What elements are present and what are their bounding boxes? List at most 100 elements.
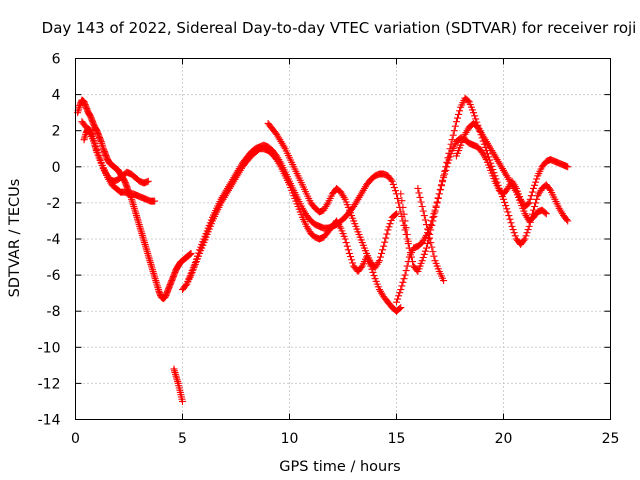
data-point: [395, 292, 403, 300]
y-tick-label: -8: [47, 304, 61, 320]
x-tick-label: 5: [178, 431, 187, 447]
data-point: [522, 232, 530, 240]
y-tick-label: -14: [38, 413, 61, 429]
data-point: [432, 203, 440, 211]
data-point: [396, 289, 404, 297]
data-point: [98, 161, 106, 169]
data-point: [448, 136, 456, 144]
data-point: [343, 242, 351, 250]
data-point: [471, 112, 479, 120]
data-point: [378, 249, 386, 257]
data-point: [419, 207, 427, 215]
data-point: [433, 199, 441, 207]
data-point: [391, 211, 399, 219]
data-point: [455, 110, 463, 118]
data-point: [400, 275, 408, 283]
data-point: [400, 210, 408, 218]
data-point: [420, 212, 428, 220]
data-point: [426, 234, 434, 242]
data-point: [402, 224, 410, 232]
data-point: [425, 230, 433, 238]
data-point: [385, 223, 393, 231]
data-point: [436, 186, 444, 194]
data-point: [446, 153, 454, 161]
data-point: [508, 222, 516, 230]
data-point: [526, 195, 534, 203]
data-point: [390, 184, 398, 192]
data-point: [151, 197, 159, 205]
data-point: [92, 142, 100, 150]
data-point: [342, 239, 350, 247]
data-point: [427, 226, 435, 234]
data-point: [564, 163, 572, 171]
data-point: [531, 181, 539, 189]
data-point: [451, 122, 459, 130]
data-point: [533, 195, 541, 203]
data-point: [501, 198, 509, 206]
data-point: [418, 257, 426, 265]
data-point: [379, 246, 387, 254]
data-point: [420, 250, 428, 258]
data-point: [434, 194, 442, 202]
data-point: [502, 202, 510, 210]
data-point: [182, 281, 190, 289]
data-point: [403, 262, 411, 270]
data-point: [179, 397, 186, 405]
y-tick-label: 6: [52, 52, 61, 68]
series-trace-a: [74, 96, 195, 303]
data-point: [96, 155, 104, 163]
data-point: [430, 252, 438, 260]
x-tick-label: 25: [602, 431, 620, 447]
data-point: [470, 109, 478, 117]
data-point: [383, 230, 391, 238]
data-point: [449, 131, 457, 139]
data-point: [95, 152, 103, 160]
data-point: [346, 253, 354, 261]
data-point: [524, 226, 532, 234]
data-point: [404, 237, 412, 245]
data-point: [529, 184, 537, 192]
series-trace-k: [452, 119, 550, 225]
x-tick-label: 15: [388, 431, 406, 447]
data-points: [74, 94, 572, 405]
data-point: [387, 216, 395, 224]
y-tick-label: -6: [47, 268, 61, 284]
x-tick-label: 10: [281, 431, 299, 447]
data-point: [527, 192, 535, 200]
data-point: [504, 208, 512, 216]
data-point: [394, 194, 402, 202]
data-point: [349, 259, 357, 267]
data-point: [357, 263, 365, 271]
data-point: [375, 257, 383, 265]
data-point: [394, 295, 402, 303]
data-point: [409, 258, 417, 266]
data-point: [428, 221, 436, 229]
data-point: [525, 199, 533, 207]
series-trace-j: [414, 184, 448, 285]
x-axis-label: GPS time / hours: [279, 459, 400, 475]
data-point: [389, 180, 397, 188]
data-point: [386, 220, 394, 228]
data-point: [348, 256, 356, 264]
data-point: [416, 193, 424, 201]
data-point: [405, 244, 413, 252]
data-point: [443, 163, 451, 171]
data-point: [456, 107, 464, 115]
data-point: [447, 150, 455, 158]
data-point: [435, 190, 443, 198]
data-point: [419, 254, 427, 262]
data-point: [430, 212, 438, 220]
data-point: [417, 198, 425, 206]
data-point: [370, 272, 378, 280]
chart-title: Day 143 of 2022, Sidereal Day-to-day VTE…: [42, 19, 637, 37]
data-point: [369, 268, 377, 276]
y-tick-label: 0: [52, 160, 61, 176]
data-point: [388, 177, 396, 185]
data-point: [532, 178, 540, 186]
data-point: [529, 206, 537, 214]
data-point: [442, 166, 450, 174]
y-tick-label: 4: [52, 88, 61, 104]
data-point: [93, 146, 101, 154]
data-point: [403, 230, 411, 238]
